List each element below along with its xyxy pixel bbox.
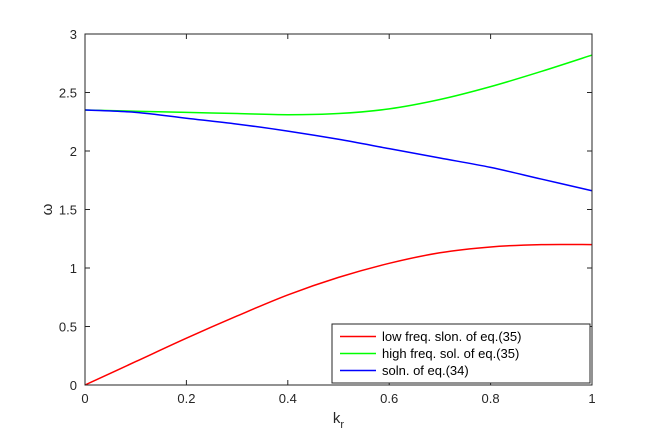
y-tick-label: 1 (70, 261, 77, 276)
x-axis-label: kr (333, 410, 345, 431)
x-axis-label-subscript: r (340, 419, 344, 431)
legend: low freq. slon. of eq.(35) high freq. sol… (331, 323, 591, 384)
plot-frame (84, 33, 593, 386)
legend-label: high freq. sol. of eq.(35) (382, 346, 519, 361)
x-tick-label: 0.4 (279, 391, 297, 406)
y-tick-label: 0 (70, 378, 77, 393)
x-tick-label: 0.8 (482, 391, 500, 406)
y-axis-label: ω (39, 203, 56, 215)
y-tick-labels: 0 0.5 1 1.5 2 2.5 3 (59, 27, 77, 393)
x-axis-label-main: k (333, 410, 341, 427)
y-tick-label: 3 (70, 27, 77, 42)
y-tick-label: 2 (70, 144, 77, 159)
y-tick-label: 0.5 (59, 320, 77, 335)
series-lines (84, 54, 593, 386)
series-line-3 (84, 109, 593, 192)
x-tick-label: 1 (588, 391, 595, 406)
legend-label: low freq. slon. of eq.(35) (382, 329, 521, 344)
series-line-1 (84, 243, 593, 386)
y-tick-label: 2.5 (59, 86, 77, 101)
y-tick-label: 1.5 (59, 203, 77, 218)
x-tick-label: 0.6 (380, 391, 398, 406)
legend-label: soln. of eq.(34) (382, 363, 469, 378)
x-tick-label: 0 (81, 391, 88, 406)
x-tick-label: 0.2 (177, 391, 195, 406)
series-line-2 (84, 54, 593, 116)
x-tick-labels: 0 0.2 0.4 0.6 0.8 1 (81, 391, 595, 406)
